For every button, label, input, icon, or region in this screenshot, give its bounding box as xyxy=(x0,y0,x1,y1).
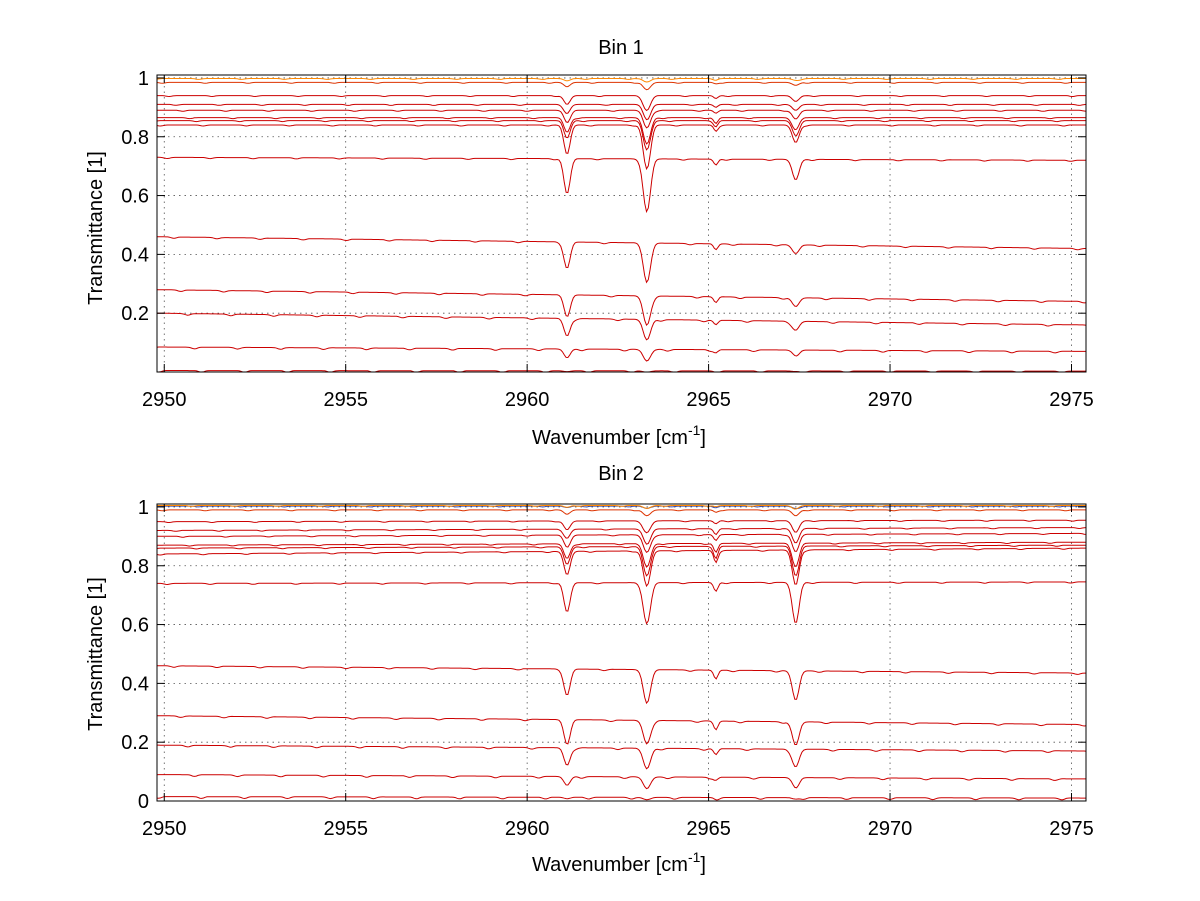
y-tick-label: 0.6 xyxy=(121,615,149,637)
tick-marks xyxy=(157,504,1086,802)
x-tick-labels: 2950 2955 2960 2965 2970 2975 xyxy=(142,389,1094,411)
spectrum-line-13 xyxy=(156,509,1086,517)
spectrum-line-9 xyxy=(157,541,1086,568)
x-axis-label-main: Wavenumber [cm xyxy=(532,427,688,449)
y-tick-label: 0.8 xyxy=(121,556,149,578)
spectrum-line-9 xyxy=(157,117,1087,145)
y-tick-label: 0.4 xyxy=(121,244,149,266)
spectrum-line-10 xyxy=(157,109,1087,129)
x-axis-label: Wavenumber [cm-1] xyxy=(532,849,706,876)
y-tick-label: 0.2 xyxy=(121,303,149,325)
spectrum-line-11 xyxy=(157,527,1087,545)
y-tick-label: 0.2 xyxy=(121,732,149,754)
x-axis-label-superscript: -1 xyxy=(688,849,701,865)
y-tick-label: 0.6 xyxy=(121,186,149,208)
x-tick-label: 2975 xyxy=(1049,389,1094,411)
spectrum-line-7 xyxy=(156,124,1086,171)
y-tick-labels: 0 0.2 0.4 0.6 0.8 1 xyxy=(121,497,149,813)
chart-panel-bin-2: Bin 2 2950 2955 2960 2965 2970 2975 0 0.2 0.4 0.… xyxy=(85,463,1094,876)
spectrum-line-12 xyxy=(157,95,1086,112)
x-tick-label: 2955 xyxy=(323,389,368,411)
series-group xyxy=(156,504,1087,801)
x-tick-labels: 2950 2955 2960 2965 2970 2975 xyxy=(142,818,1094,840)
x-tick-label: 2970 xyxy=(868,389,913,411)
spectrum-line-11 xyxy=(157,103,1087,121)
x-tick-label: 2955 xyxy=(323,818,368,840)
x-tick-label: 2965 xyxy=(686,818,731,840)
axes-box xyxy=(156,503,1087,802)
x-tick-label: 2960 xyxy=(505,818,550,840)
spectrum-line-5 xyxy=(157,665,1086,705)
spectrum-line-10 xyxy=(157,532,1087,553)
x-tick-label: 2950 xyxy=(142,818,187,840)
chart-title: Bin 1 xyxy=(598,37,644,59)
spectrum-line-2 xyxy=(156,774,1086,790)
x-tick-label: 2965 xyxy=(686,389,731,411)
spectrum-line-1 xyxy=(156,796,1086,801)
spectrum-line-8 xyxy=(156,544,1086,577)
x-axis-label-suffix: ] xyxy=(700,854,706,876)
tick-marks xyxy=(157,75,1086,372)
spectrum-line-7 xyxy=(156,547,1086,588)
spectrum-line-4 xyxy=(157,715,1087,745)
x-axis-label-main: Wavenumber [cm xyxy=(532,854,688,876)
x-tick-label: 2950 xyxy=(142,389,187,411)
spectrum-line-14 xyxy=(156,78,1086,83)
chart-panel-bin-1: Bin 1 2950 2955 2960 2965 2970 2975 0.2 0.4 0.6… xyxy=(85,37,1094,449)
x-tick-label: 2960 xyxy=(505,389,550,411)
y-axis-label: Transmittance [1] xyxy=(85,577,107,731)
x-axis-label-suffix: ] xyxy=(700,427,706,449)
grid-lines xyxy=(157,75,1086,372)
x-axis-label-superscript: -1 xyxy=(688,422,701,438)
y-tick-label: 1 xyxy=(138,497,149,519)
x-tick-label: 2970 xyxy=(868,818,913,840)
spectrum-line-5 xyxy=(156,236,1086,284)
spectrum-line-6 xyxy=(157,581,1086,625)
spectrum-line-15 xyxy=(157,504,1086,510)
y-tick-label: 0.4 xyxy=(121,673,149,695)
chart-title: Bin 2 xyxy=(598,463,644,485)
spectrum-line-12 xyxy=(157,519,1086,534)
y-axis-label: Transmittance [1] xyxy=(85,151,107,305)
spectrum-line-4 xyxy=(157,289,1087,327)
spectrum-line-2 xyxy=(156,346,1086,362)
spectrum-line-8 xyxy=(156,120,1086,151)
x-tick-label: 2975 xyxy=(1049,818,1094,840)
y-tick-label: 0.8 xyxy=(121,127,149,149)
spectrum-line-6 xyxy=(157,156,1086,214)
spectrum-line-3 xyxy=(157,744,1087,770)
y-tick-label: 0 xyxy=(138,791,149,813)
y-tick-label: 1 xyxy=(138,68,149,90)
y-tick-labels: 0.2 0.4 0.6 0.8 1 xyxy=(121,68,149,325)
x-axis-label: Wavenumber [cm-1] xyxy=(532,422,706,449)
spectrum-line-13 xyxy=(156,81,1086,91)
axes-box xyxy=(156,74,1087,373)
spectrum-line-3 xyxy=(157,312,1087,341)
